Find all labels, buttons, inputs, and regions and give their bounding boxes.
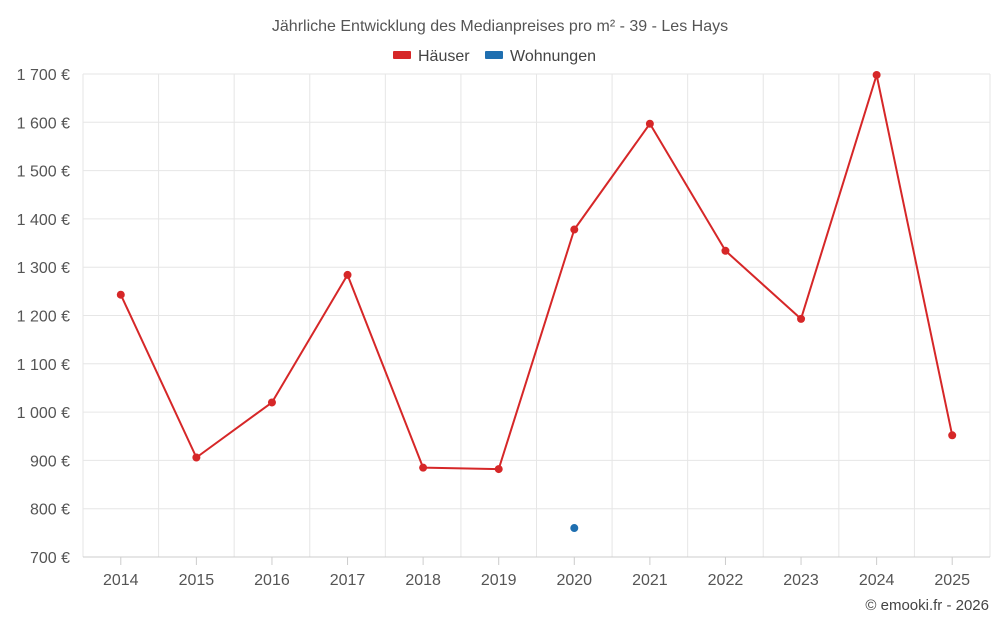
legend-item-haeuser[interactable]: Häuser — [393, 48, 470, 65]
x-axis: 2014 2015 2016 2017 2018 2019 2020 2021 2022 2023… — [83, 556, 990, 589]
data-point-haeuser[interactable] — [948, 431, 957, 440]
y-tick-label: 1 600 € — [17, 115, 70, 132]
x-tick-label: 2017 — [330, 572, 366, 589]
legend: Häuser Wohnungen — [393, 48, 596, 65]
legend-label-wohnungen: Wohnungen — [510, 48, 596, 65]
x-tick-label: 2015 — [179, 572, 215, 589]
y-tick-label: 1 700 € — [17, 67, 70, 84]
data-point-haeuser[interactable] — [797, 314, 806, 323]
x-tick-label: 2022 — [708, 572, 744, 589]
x-tick-label: 2023 — [783, 572, 819, 589]
y-tick-label: 900 € — [30, 453, 70, 470]
data-point-haeuser[interactable] — [494, 465, 503, 474]
y-tick-label: 700 € — [30, 550, 70, 567]
y-tick-label: 1 200 € — [17, 309, 70, 326]
x-tick-label: 2025 — [934, 572, 970, 589]
plot-area — [116, 70, 957, 533]
data-point-haeuser[interactable] — [570, 225, 579, 234]
y-tick-label: 800 € — [30, 502, 70, 519]
legend-swatch-haeuser — [393, 51, 411, 59]
x-tick-label: 2018 — [405, 572, 441, 589]
data-point-haeuser[interactable] — [419, 463, 428, 472]
y-axis: 700 € 800 € 900 € 1 000 € 1 100 € 1 200 € 1 30… — [17, 67, 70, 567]
data-point-haeuser[interactable] — [645, 119, 654, 128]
legend-label-haeuser: Häuser — [418, 48, 470, 65]
data-point-haeuser[interactable] — [721, 246, 730, 255]
legend-item-wohnungen[interactable]: Wohnungen — [485, 48, 596, 65]
y-tick-label: 1 400 € — [17, 212, 70, 229]
y-tick-label: 1 500 € — [17, 164, 70, 181]
x-tick-label: 2021 — [632, 572, 668, 589]
legend-swatch-wohnungen — [485, 51, 503, 59]
data-point-haeuser[interactable] — [872, 70, 881, 79]
grid — [82, 73, 991, 557]
x-tick-label: 2019 — [481, 572, 517, 589]
x-tick-label: 2020 — [556, 572, 592, 589]
data-point-haeuser[interactable] — [267, 398, 276, 407]
data-point-haeuser[interactable] — [192, 453, 201, 462]
data-point-wohnungen[interactable] — [570, 524, 579, 533]
x-tick-label: 2014 — [103, 572, 139, 589]
x-tick-label: 2024 — [859, 572, 895, 589]
series-line-haeuser — [119, 74, 954, 471]
data-point-haeuser[interactable] — [116, 290, 125, 299]
y-tick-label: 1 300 € — [17, 260, 70, 277]
data-point-haeuser[interactable] — [343, 270, 352, 279]
chart-title: Jährliche Entwicklung des Medianpreises … — [272, 18, 728, 35]
credit-text: © emooki.fr - 2026 — [865, 597, 989, 614]
y-tick-label: 1 000 € — [17, 405, 70, 422]
y-tick-label: 1 100 € — [17, 357, 70, 374]
x-tick-label: 2016 — [254, 572, 290, 589]
